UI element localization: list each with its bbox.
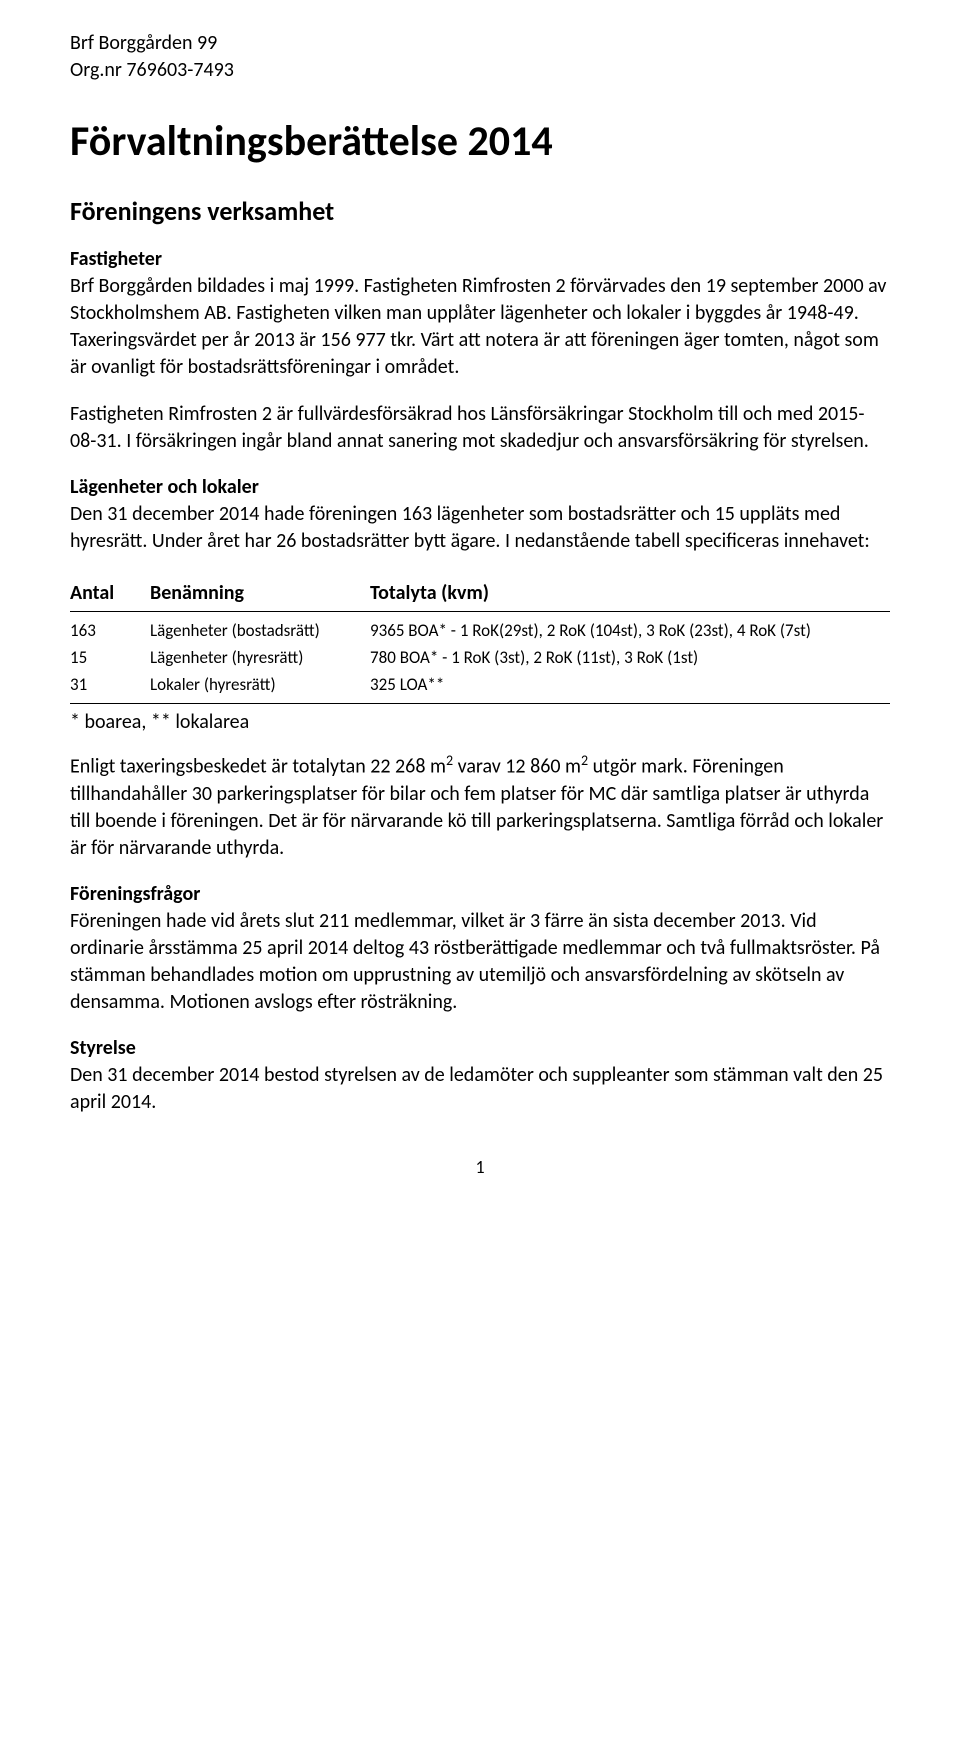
cell-totalyta: 780 BOA* - 1 RoK (3st), 2 RoK (11st), 3 … xyxy=(370,644,890,671)
table-row: 163 Lägenheter (bostadsrätt) 9365 BOA* -… xyxy=(70,612,890,645)
document-subtitle: Föreningens verksamhet xyxy=(70,195,890,227)
document-title: Förvaltningsberättelse 2014 xyxy=(70,116,890,167)
table-row: 31 Lokaler (hyresrätt) 325 LOA** xyxy=(70,671,890,704)
cell-totalyta: 325 LOA** xyxy=(370,671,890,704)
table-footnote: * boarea, ** lokalarea xyxy=(70,710,890,734)
paragraph: Den 31 december 2014 bestod styrelsen av… xyxy=(70,1062,890,1116)
header-line-1: Brf Borggården 99 xyxy=(70,30,890,57)
table-row: 15 Lägenheter (hyresrätt) 780 BOA* - 1 R… xyxy=(70,644,890,671)
section-head-styrelse: Styrelse xyxy=(70,1036,890,1060)
paragraph: Den 31 december 2014 hade föreningen 163… xyxy=(70,501,890,555)
col-head-benamning: Benämning xyxy=(150,575,370,612)
section-head-fastigheter: Fastigheter xyxy=(70,247,890,271)
cell-benamning: Lokaler (hyresrätt) xyxy=(150,671,370,704)
cell-benamning: Lägenheter (hyresrätt) xyxy=(150,644,370,671)
table-header-row: Antal Benämning Totalyta (kvm) xyxy=(70,575,890,612)
text-fragment: Enligt taxeringsbeskedet är totalytan 22… xyxy=(70,755,446,779)
section-head-lagenheter: Lägenheter och lokaler xyxy=(70,475,890,499)
superscript: 2 xyxy=(446,752,453,769)
col-head-totalyta: Totalyta (kvm) xyxy=(370,575,890,612)
header-line-2: Org.nr 769603-7493 xyxy=(70,57,890,84)
cell-antal: 15 xyxy=(70,644,150,671)
cell-totalyta: 9365 BOA* - 1 RoK(29st), 2 RoK (104st), … xyxy=(370,612,890,645)
spec-table: Antal Benämning Totalyta (kvm) 163 Lägen… xyxy=(70,575,890,704)
paragraph: Brf Borggården bildades i maj 1999. Fast… xyxy=(70,273,890,381)
paragraph: Enligt taxeringsbeskedet är totalytan 22… xyxy=(70,752,890,862)
page-number: 1 xyxy=(70,1156,890,1178)
text-fragment: varav 12 860 m xyxy=(453,755,581,779)
paragraph: Fastigheten Rimfrosten 2 är fullvärdesfö… xyxy=(70,401,890,455)
document-page: Brf Borggården 99 Org.nr 769603-7493 För… xyxy=(0,0,960,1218)
col-head-antal: Antal xyxy=(70,575,150,612)
cell-antal: 31 xyxy=(70,671,150,704)
section-head-foreningsfragor: Föreningsfrågor xyxy=(70,882,890,906)
cell-benamning: Lägenheter (bostadsrätt) xyxy=(150,612,370,645)
paragraph: Föreningen hade vid årets slut 211 medle… xyxy=(70,908,890,1016)
cell-antal: 163 xyxy=(70,612,150,645)
